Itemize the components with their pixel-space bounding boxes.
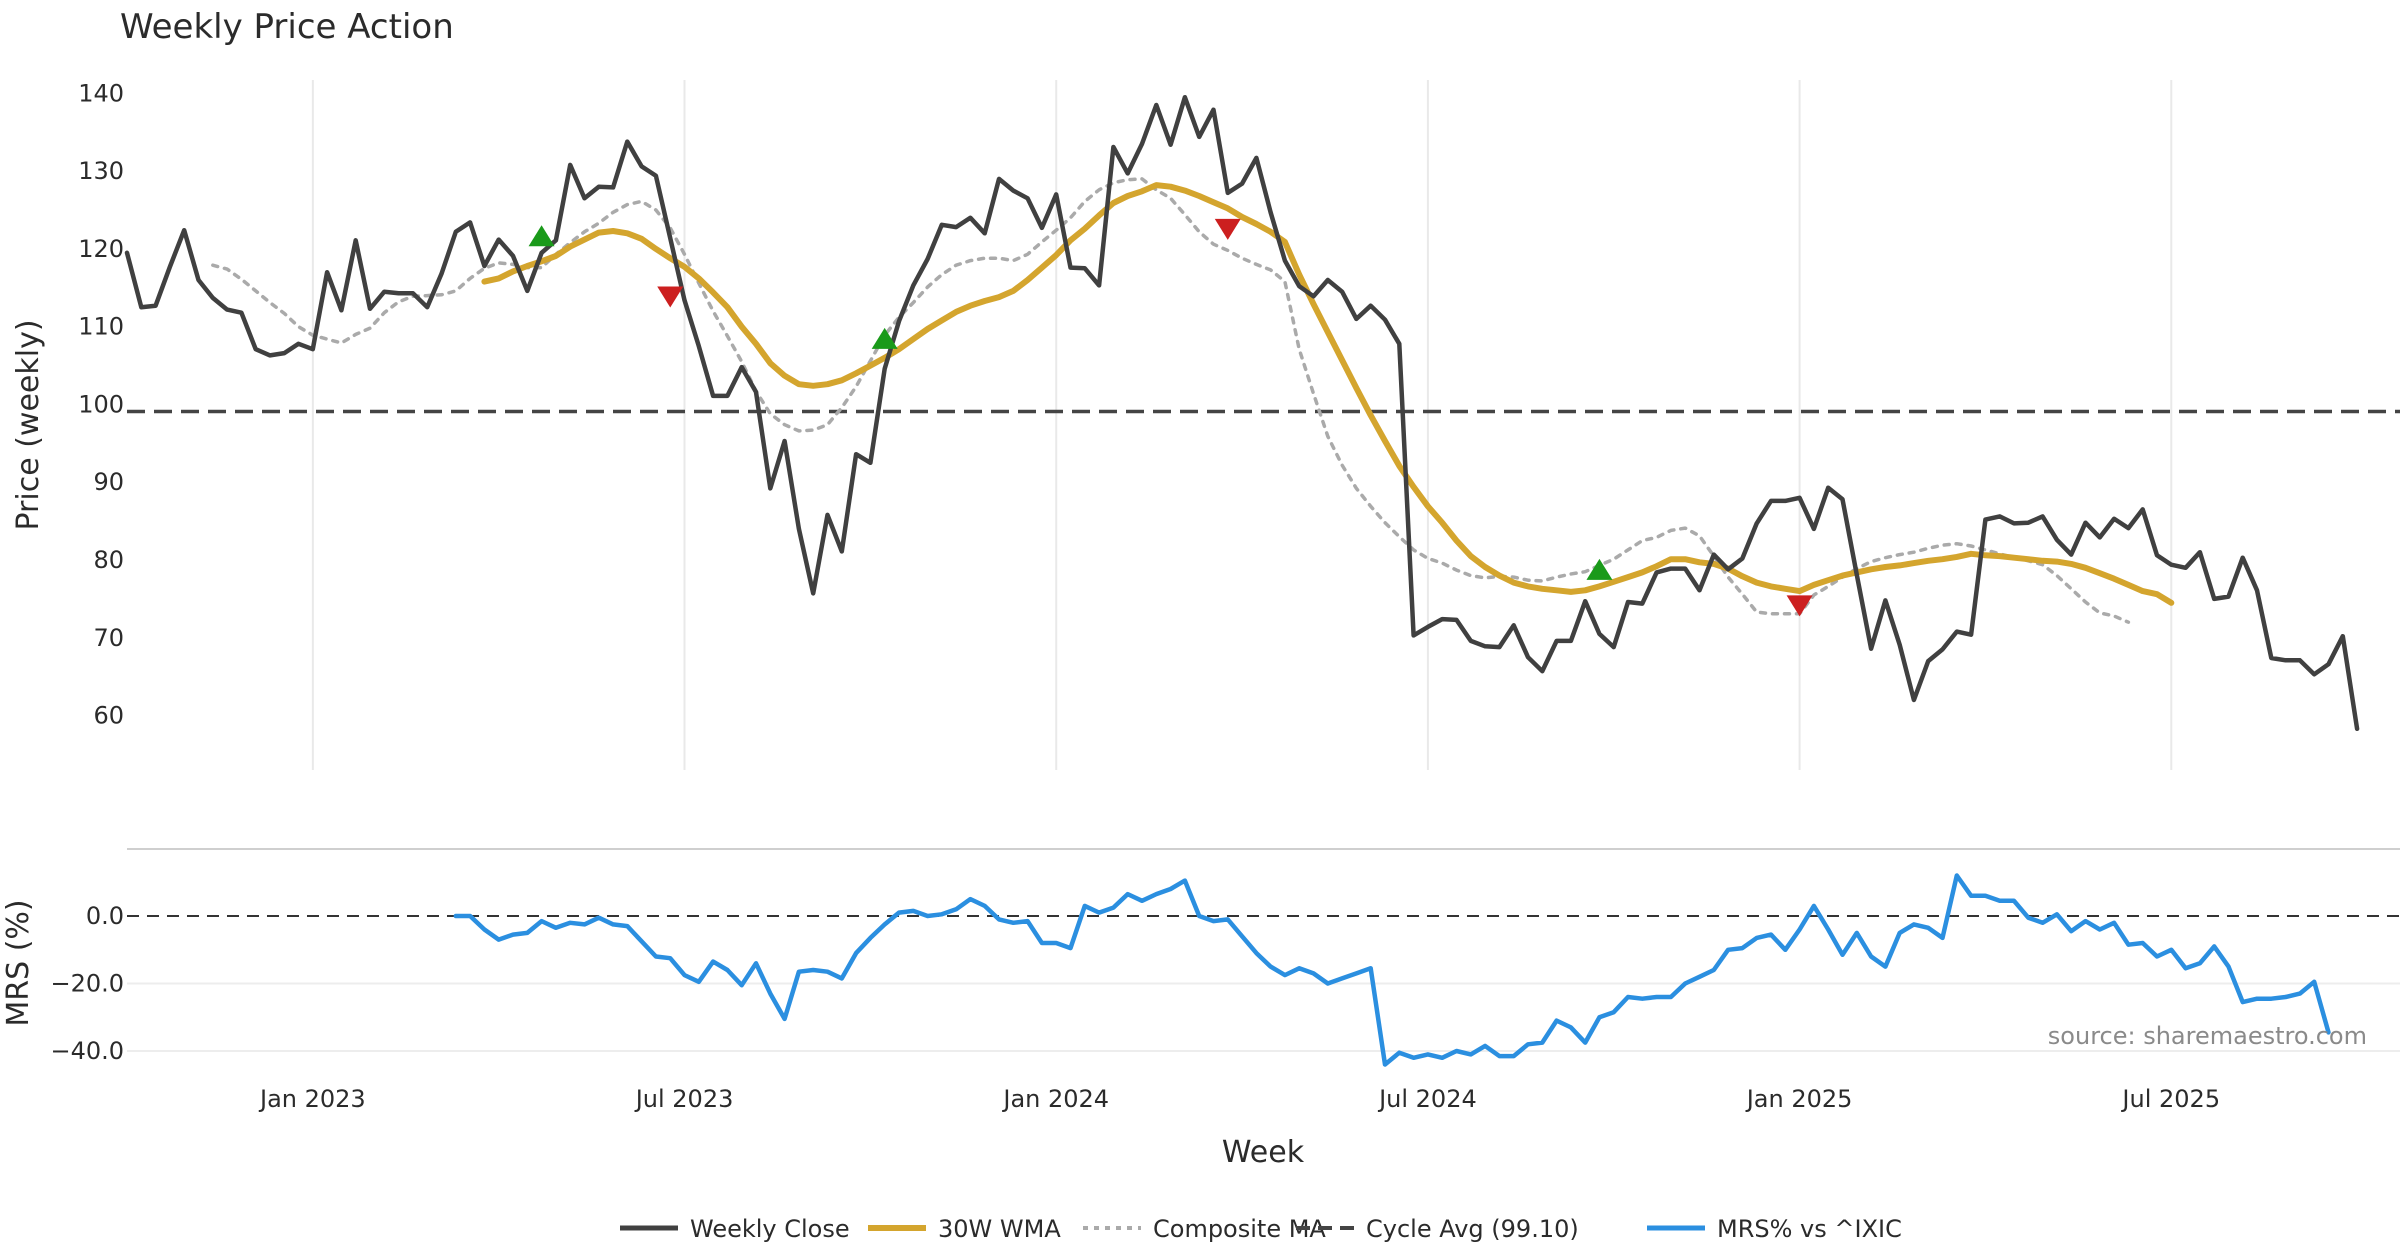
x-tick-label: Jan 2024: [1001, 1085, 1109, 1113]
mrs-y-ticks: 0.0 −20.0 −40.0: [50, 902, 124, 1065]
sell-signal-marker: [1214, 218, 1241, 240]
price-y-tick-label: 60: [93, 702, 124, 730]
buy-signal-marker: [871, 327, 898, 349]
x-ticks: Jan 2023 Jul 2023 Jan 2024 Jul 2024 Jan 2025…: [258, 1085, 2220, 1113]
buy-signal-marker: [528, 225, 555, 247]
weekly-close-line: [124, 94, 2360, 732]
legend-label: 30W WMA: [938, 1215, 1061, 1243]
signal-markers: [528, 218, 1813, 617]
x-tick-label: Jan 2025: [1745, 1085, 1853, 1113]
chart-title: Weekly Price Action: [120, 7, 454, 47]
source-note: source: sharemaestro.com: [2048, 1022, 2367, 1050]
price-y-ticks: 60 70 80 90 100 110 120 130 140: [78, 79, 124, 729]
price-y-tick-label: 70: [93, 624, 124, 652]
wma-30w-line: [481, 182, 2175, 606]
x-tick-label: Jul 2024: [1377, 1085, 1477, 1113]
mrs-y-tick-label: −20.0: [50, 970, 124, 998]
mrs-y-tick-label: 0.0: [86, 902, 124, 930]
price-y-tick-label: 130: [78, 157, 124, 185]
mrs-gridlines: [127, 982, 2400, 1052]
price-y-tick-label: 100: [78, 390, 124, 418]
legend-label: MRS% vs ^IXIC: [1717, 1215, 1902, 1243]
price-y-axis-label: Price (weekly): [11, 319, 46, 530]
series-layer: [124, 94, 2400, 1067]
legend-label: Cycle Avg (99.10): [1366, 1215, 1579, 1243]
price-y-tick-label: 140: [78, 79, 124, 107]
sell-signal-marker: [657, 286, 684, 308]
mrs-line: [453, 873, 2331, 1067]
legend-label: Weekly Close: [690, 1215, 850, 1243]
mrs-y-tick-label: −40.0: [50, 1037, 124, 1065]
price-y-tick-label: 80: [93, 546, 124, 574]
buy-signal-marker: [1586, 558, 1613, 580]
x-tick-label: Jul 2025: [2120, 1085, 2220, 1113]
price-y-tick-label: 120: [78, 235, 124, 263]
legend: Weekly Close 30W WMA Composite MA Cycle Avg…: [620, 1215, 1902, 1243]
x-tick-label: Jul 2023: [634, 1085, 734, 1113]
price-y-tick-label: 90: [93, 468, 124, 496]
composite-ma-line: [211, 177, 2131, 624]
mrs-y-axis-label: MRS (%): [1, 899, 36, 1026]
x-axis-label: Week: [1222, 1135, 1305, 1170]
sell-signal-marker: [1786, 595, 1813, 617]
x-tick-label: Jan 2023: [258, 1085, 366, 1113]
price-y-tick-label: 110: [78, 313, 124, 341]
